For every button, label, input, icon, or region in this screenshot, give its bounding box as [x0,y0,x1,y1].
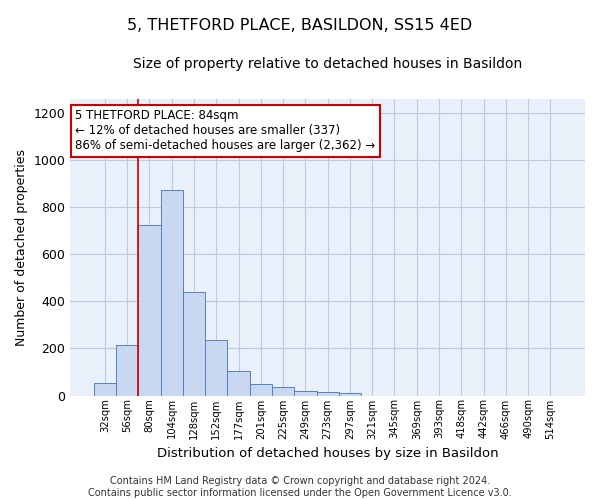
Bar [317,392,339,396]
Bar [161,190,183,396]
Bar [205,340,227,396]
Title: Size of property relative to detached houses in Basildon: Size of property relative to detached ho… [133,58,522,71]
Text: 5 THETFORD PLACE: 84sqm
← 12% of detached houses are smaller (337)
86% of semi-d: 5 THETFORD PLACE: 84sqm ← 12% of detache… [76,110,376,152]
Bar [116,345,138,396]
Bar [138,225,161,396]
Bar [339,393,361,396]
Bar [183,292,205,396]
Text: 5, THETFORD PLACE, BASILDON, SS15 4ED: 5, THETFORD PLACE, BASILDON, SS15 4ED [127,18,473,32]
Y-axis label: Number of detached properties: Number of detached properties [15,149,28,346]
Bar [294,391,317,396]
Text: Contains HM Land Registry data © Crown copyright and database right 2024.
Contai: Contains HM Land Registry data © Crown c… [88,476,512,498]
Bar [227,371,250,396]
X-axis label: Distribution of detached houses by size in Basildon: Distribution of detached houses by size … [157,447,499,460]
Bar [272,387,294,396]
Bar [94,382,116,396]
Bar [250,384,272,396]
